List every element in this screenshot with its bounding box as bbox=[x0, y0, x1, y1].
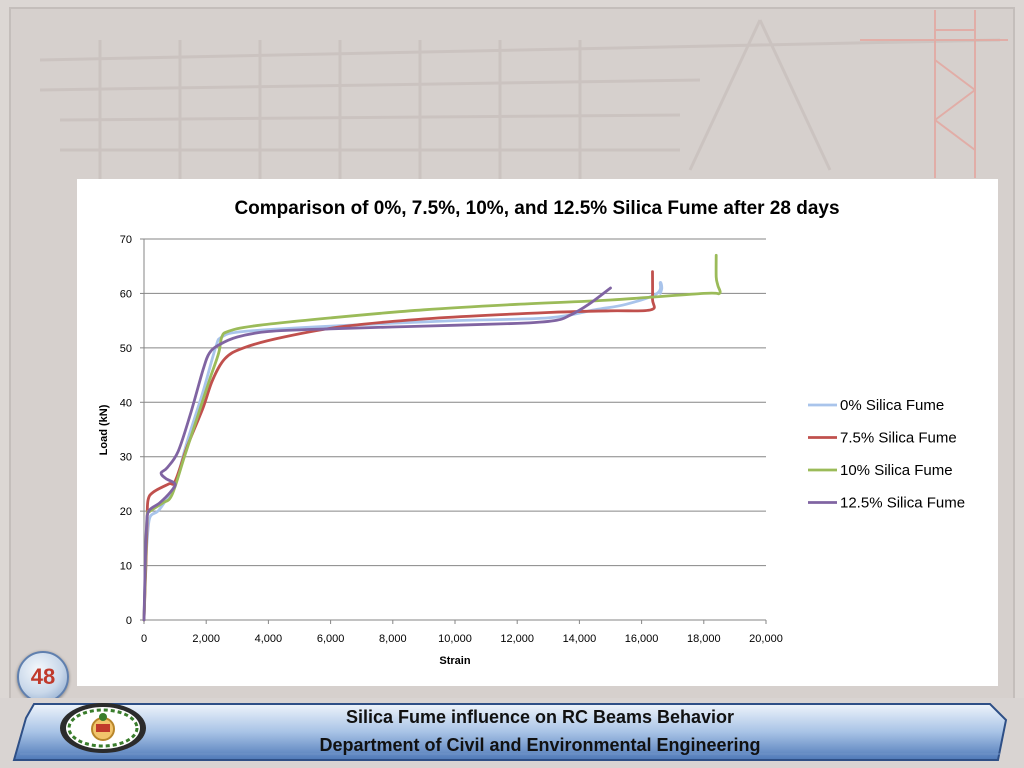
legend-label: 0% Silica Fume bbox=[840, 397, 944, 414]
x-tick-label: 4,000 bbox=[255, 633, 283, 645]
y-tick-label: 20 bbox=[120, 506, 132, 518]
y-tick-label: 30 bbox=[120, 452, 132, 464]
y-tick-label: 10 bbox=[120, 561, 132, 573]
y-tick-label: 0 bbox=[126, 615, 132, 627]
legend-label: 10% Silica Fume bbox=[840, 462, 953, 479]
x-tick-label: 2,000 bbox=[192, 633, 220, 645]
chart-panel: Comparison of 0%, 7.5%, 10%, and 12.5% S… bbox=[77, 179, 998, 686]
page-number: 48 bbox=[30, 664, 56, 689]
university-logo bbox=[60, 703, 146, 753]
line-chart: Comparison of 0%, 7.5%, 10%, and 12.5% S… bbox=[98, 198, 965, 667]
legend: 0% Silica Fume 7.5% Silica Fume 10% Silica… bbox=[808, 397, 965, 512]
series-line-12-5-silica-fume bbox=[142, 286, 612, 622]
axes bbox=[140, 238, 767, 624]
footer-line-2: Department of Civil and Environmental En… bbox=[319, 735, 761, 755]
x-tick-label: 10,000 bbox=[438, 633, 472, 645]
series-line-10-silica-fume bbox=[142, 253, 722, 622]
y-tick-label: 60 bbox=[120, 288, 132, 300]
x-tick-label: 16,000 bbox=[625, 633, 659, 645]
y-tick-label: 50 bbox=[120, 343, 132, 355]
legend-label: 12.5% Silica Fume bbox=[840, 495, 965, 512]
footer-banner bbox=[0, 698, 1024, 768]
y-tick-label: 40 bbox=[120, 397, 132, 409]
footer-title: Silica Fume influence on RC Beams Behavi… bbox=[230, 703, 850, 759]
x-tick-label: 14,000 bbox=[563, 633, 597, 645]
y-axis-title: Load (kN) bbox=[98, 404, 110, 455]
gridlines bbox=[144, 238, 766, 567]
series-lines bbox=[142, 253, 722, 622]
series-line-7-5-silica-fume bbox=[142, 270, 656, 622]
x-tick-label: 18,000 bbox=[687, 633, 721, 645]
series-line-0-silica-fume bbox=[142, 281, 664, 622]
x-axis-title: Strain bbox=[439, 655, 470, 667]
x-tick-label: 20,000 bbox=[749, 633, 783, 645]
x-tick-label: 8,000 bbox=[379, 633, 407, 645]
page-number-badge: 48 bbox=[17, 651, 69, 703]
legend-label: 7.5% Silica Fume bbox=[840, 430, 957, 447]
chart-title: Comparison of 0%, 7.5%, 10%, and 12.5% S… bbox=[234, 198, 839, 219]
x-tick-label: 12,000 bbox=[500, 633, 534, 645]
y-tick-label: 70 bbox=[120, 234, 132, 246]
footer-line-1: Silica Fume influence on RC Beams Behavi… bbox=[345, 707, 735, 727]
x-tick-label: 0 bbox=[141, 633, 147, 645]
tick-labels: 0 10 20 30 40 50 60 70 0 2,000 4,000 6,000 8,000 10,0… bbox=[120, 234, 783, 645]
x-tick-label: 6,000 bbox=[317, 633, 345, 645]
